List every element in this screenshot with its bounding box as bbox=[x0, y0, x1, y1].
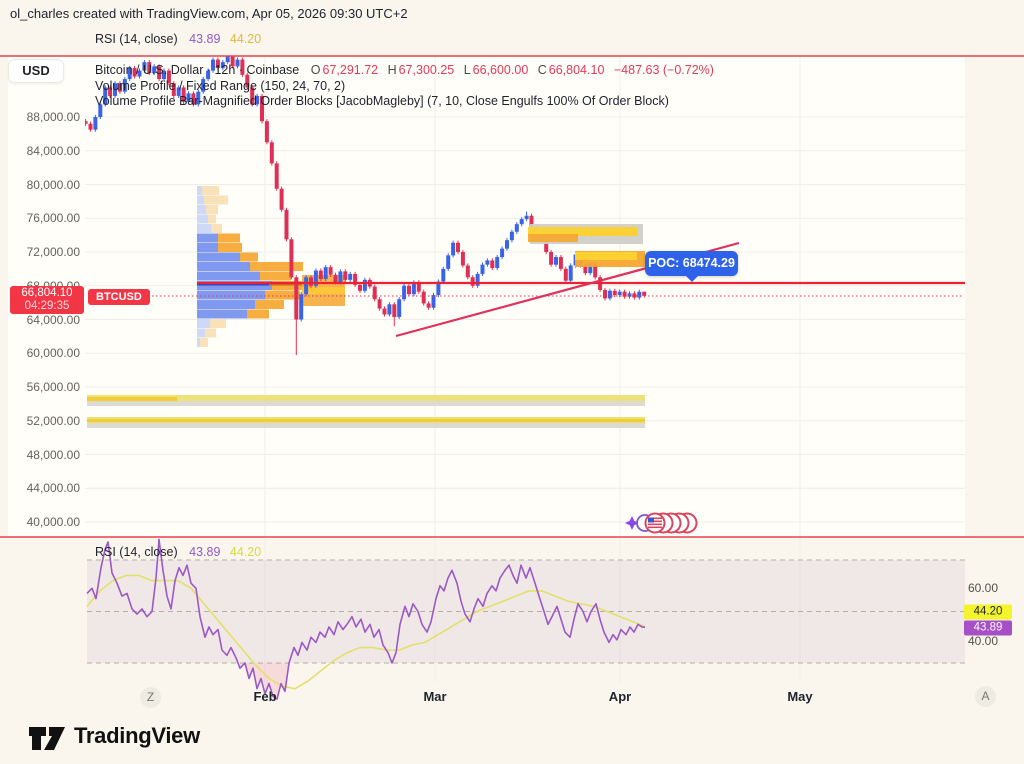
price-tick-label: 48,000.00 bbox=[26, 447, 80, 462]
volume-profile bbox=[197, 186, 311, 347]
rsi-legend-title: RSI (14, close) bbox=[95, 32, 178, 46]
ohlc-close-key: C bbox=[537, 63, 547, 77]
symbol-title: Bitcoin / U.S. Dollar · 12h · Coinbase bbox=[95, 63, 300, 77]
tradingview-wordmark: TradingView bbox=[74, 723, 200, 748]
rsi-line-rsi-based-ma bbox=[86, 574, 646, 690]
order-block bbox=[528, 227, 638, 236]
lower-order-block-bands bbox=[87, 395, 645, 428]
price-tick-label: 64,000.00 bbox=[26, 312, 80, 327]
price-tick-label: 80,000.00 bbox=[26, 177, 80, 192]
scroll-right-button[interactable]: A bbox=[975, 686, 996, 707]
rsi-tick-label: 60.00 bbox=[968, 581, 999, 595]
ohlc-change: −487.63 (−0.72%) bbox=[613, 63, 714, 77]
attribution-text: ol_charles created with TradingView.com,… bbox=[10, 6, 408, 21]
bar-countdown: 04:29:35 bbox=[24, 299, 70, 312]
tradingview-logo[interactable]: TradingView bbox=[28, 719, 200, 753]
rsi-pane-value-main: 43.89 bbox=[189, 545, 221, 559]
ohlc-high-key: H bbox=[387, 63, 397, 77]
month-label-mar: Mar bbox=[423, 689, 447, 704]
order-block bbox=[528, 234, 578, 242]
ohlc-open: 67,291.72 bbox=[322, 63, 379, 77]
rsi-pane-legend[interactable]: RSI (14, close) 43.89 44.20 bbox=[95, 545, 263, 559]
symbol-legend-row[interactable]: Bitcoin / U.S. Dollar · 12h · Coinbase O… bbox=[95, 63, 716, 77]
price-tick-label: 56,000.00 bbox=[26, 380, 80, 394]
rsi-oversold-fill bbox=[240, 663, 289, 700]
order-block bbox=[575, 252, 637, 260]
scroll-left-button[interactable]: Z bbox=[140, 687, 161, 708]
ohlc-high: 67,300.25 bbox=[398, 63, 455, 77]
indicator-legend-volume-profile[interactable]: Volume Profile / Fixed Range (150, 24, 7… bbox=[95, 79, 346, 93]
top-rsi-legend[interactable]: RSI (14, close) 43.89 44.20 bbox=[95, 32, 263, 46]
rsi-value-main: 43.89 bbox=[189, 32, 221, 46]
symbol-price-chip: BTCUSD bbox=[88, 289, 150, 305]
poc-tooltip-label: POC: 68474.29 bbox=[648, 256, 735, 270]
currency-toggle-button[interactable]: USD bbox=[8, 59, 64, 83]
poc-tooltip-arrow bbox=[684, 275, 699, 282]
poc-tooltip[interactable]: POC: 68474.29 bbox=[645, 251, 738, 282]
ohlc-low-key: L bbox=[463, 63, 471, 77]
ohlc-low: 66,600.00 bbox=[472, 63, 529, 77]
ohlc-open-key: O bbox=[310, 63, 321, 77]
indicator-legend-order-blocks[interactable]: Volume Profile Bar-Magnified Order Block… bbox=[95, 94, 669, 108]
order-block bbox=[302, 287, 345, 294]
current-price-badge: 66,804.10 04:29:35 bbox=[10, 286, 84, 314]
ohlc-close: 66,804.10 bbox=[548, 63, 605, 77]
rsi-band bbox=[87, 560, 965, 663]
sparkle-icon bbox=[625, 516, 639, 530]
rsi-ma-value-badge: 44.20 bbox=[964, 604, 1012, 620]
rsi-value-ma: 44.20 bbox=[229, 32, 262, 46]
flag-event-icon bbox=[644, 512, 666, 534]
economic-event-icons[interactable] bbox=[625, 512, 698, 534]
rsi-pane-title: RSI (14, close) bbox=[95, 545, 178, 559]
price-tick-label: 52,000.00 bbox=[26, 413, 80, 428]
rsi-line-rsi bbox=[86, 538, 646, 700]
rsi-tick-label: 40.00 bbox=[968, 634, 999, 648]
rsi-pane bbox=[86, 538, 965, 700]
month-label-may: May bbox=[787, 689, 813, 704]
rsi-pane-value-ma: 44.20 bbox=[229, 545, 262, 559]
month-label-feb: Feb bbox=[253, 689, 277, 704]
price-tick-label: 84,000.00 bbox=[26, 143, 80, 158]
price-tick-label: 60,000.00 bbox=[26, 346, 80, 361]
tradingview-logo-icon bbox=[29, 727, 65, 750]
price-tick-label: 40,000.00 bbox=[26, 515, 80, 529]
price-tick-label: 88,000.00 bbox=[26, 110, 80, 124]
us-flag-icon bbox=[648, 517, 662, 529]
current-price-value: 66,804.10 bbox=[21, 287, 73, 299]
month-label-apr: Apr bbox=[608, 689, 632, 704]
rsi-value-badge: 43.89 bbox=[964, 620, 1012, 636]
price-tick-label: 76,000.00 bbox=[26, 211, 80, 226]
price-tick-label: 72,000.00 bbox=[26, 245, 80, 259]
price-tick-label: 44,000.00 bbox=[26, 481, 80, 496]
